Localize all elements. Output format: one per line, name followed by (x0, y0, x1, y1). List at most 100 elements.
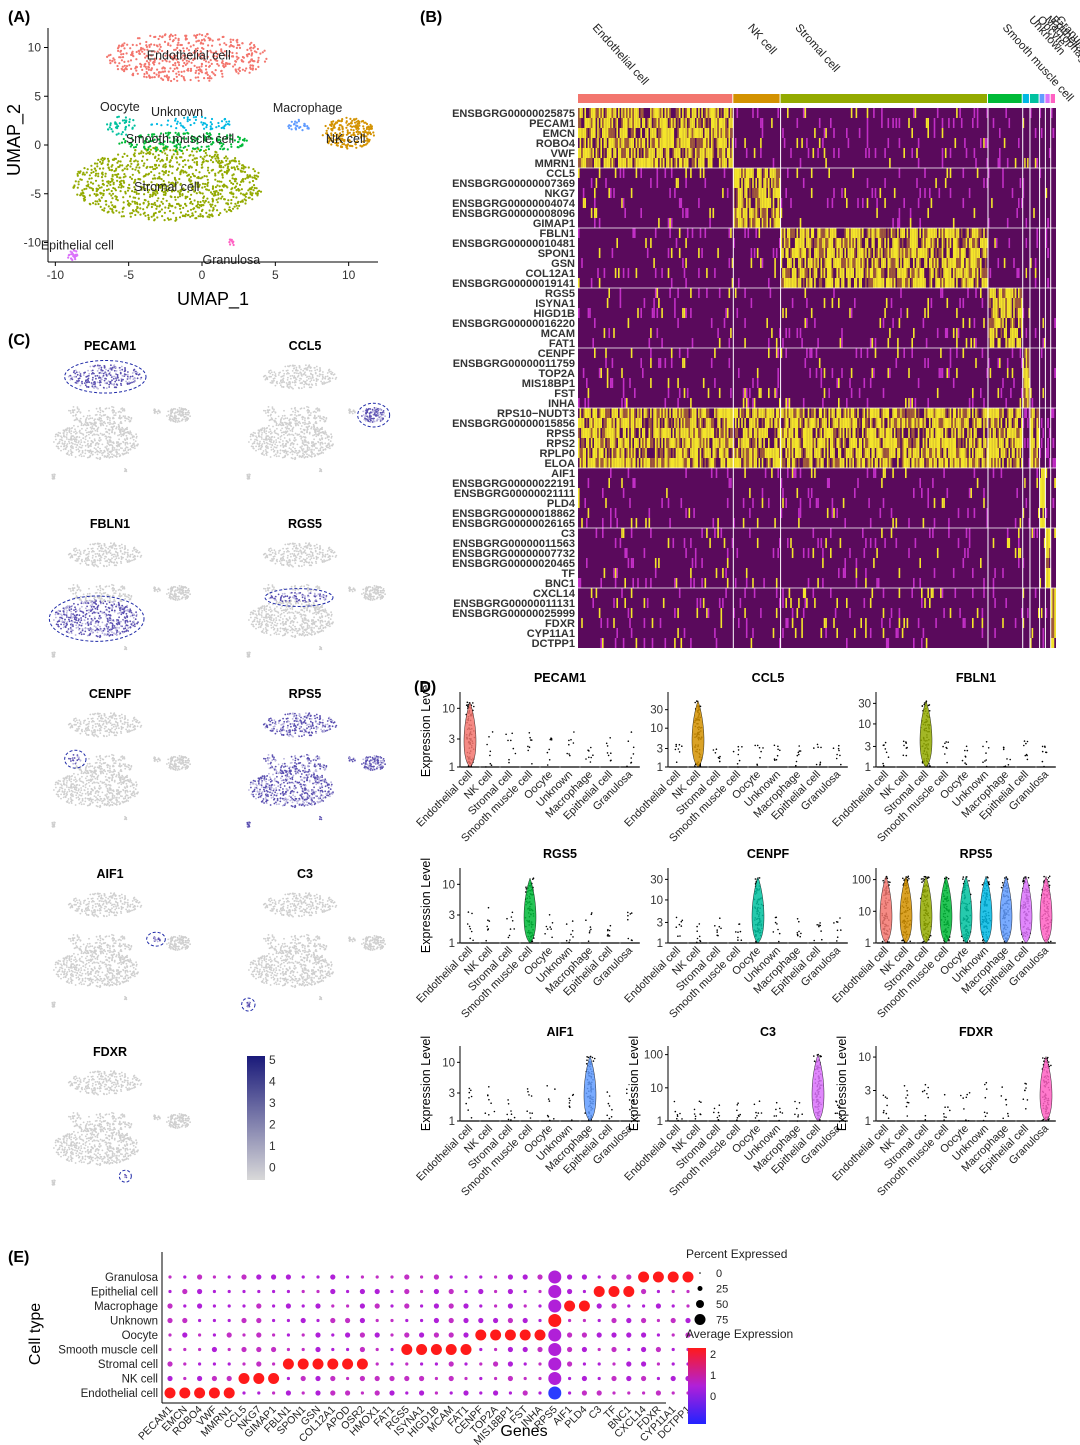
heatmap-cell (1000, 318, 1003, 328)
heatmap-cell (820, 248, 823, 258)
heatmap-cell (833, 258, 835, 268)
heatmap-cell (954, 258, 957, 268)
heatmap-cell (698, 288, 700, 298)
heatmap-cell (704, 438, 707, 448)
heatmap-cell (922, 278, 925, 288)
umap-point (158, 35, 161, 38)
heatmap-cell (595, 418, 598, 428)
heatmap-cell (578, 158, 580, 168)
umap-point (171, 56, 174, 59)
heatmap-cell (610, 148, 612, 158)
heatmap-cell (1052, 128, 1055, 138)
umap-point (165, 75, 168, 78)
umap-point (189, 175, 192, 179)
umap-point (221, 60, 224, 63)
umap-cluster-label: Unknown (151, 105, 203, 119)
umap-point (182, 47, 185, 50)
umap-point (73, 184, 76, 187)
umap-point (206, 197, 209, 200)
heatmap-cell (680, 418, 683, 428)
umap-point (105, 203, 108, 206)
heatmap-cell (661, 408, 663, 418)
heatmap-cell (1014, 428, 1017, 438)
heatmap-cell (924, 248, 926, 258)
heatmap-cell (818, 358, 821, 368)
heatmap-cell (605, 138, 607, 148)
heatmap-cell (742, 438, 745, 448)
heatmap-cell (677, 418, 679, 428)
heatmap-cell (957, 258, 960, 268)
umap-point (151, 76, 154, 79)
umap-point (110, 165, 113, 168)
umap-point (208, 77, 211, 80)
umap-point (176, 46, 179, 50)
heatmap-cell (989, 288, 992, 298)
heatmap-cell (877, 278, 880, 288)
heatmap-cell (584, 428, 586, 438)
heatmap-group-label: NK cell (745, 22, 778, 57)
umap-point (215, 55, 219, 58)
heatmap-cell (691, 408, 694, 418)
heatmap-cell (584, 198, 586, 208)
umap-point (187, 41, 190, 45)
heatmap-cell (1027, 378, 1029, 388)
heatmap-cell (858, 228, 861, 238)
heatmap-cell (981, 248, 984, 258)
umap-point (235, 70, 238, 73)
heatmap-cell (809, 248, 811, 258)
heatmap-cell (658, 418, 660, 428)
heatmap-cell (930, 408, 933, 418)
umap-point (216, 184, 219, 187)
umap-point (367, 125, 370, 128)
heatmap-cell (799, 278, 802, 288)
heatmap-cell (834, 258, 837, 268)
heatmap-cell (788, 398, 791, 408)
heatmap-cell (720, 158, 723, 168)
heatmap-cell (927, 238, 929, 248)
heatmap-cell (866, 128, 869, 138)
heatmap-cell (744, 218, 746, 228)
heatmap-cell (736, 308, 739, 318)
heatmap-cell (973, 238, 976, 248)
heatmap-cell (809, 428, 811, 438)
heatmap-cell (682, 308, 684, 318)
heatmap-cell (850, 248, 853, 258)
umap-point (153, 43, 156, 47)
umap-point (228, 160, 231, 163)
umap-point (202, 158, 205, 161)
umap-point (338, 124, 341, 127)
heatmap-cell (885, 408, 888, 418)
heatmap-cell (868, 278, 870, 288)
heatmap-cell (598, 248, 601, 258)
heatmap-cell (730, 148, 732, 158)
heatmap-cell (801, 138, 803, 148)
heatmap-cell (1008, 118, 1011, 128)
heatmap-cell (869, 378, 872, 388)
heatmap-cell (929, 188, 931, 198)
umap-point (114, 61, 117, 64)
heatmap-cell (723, 168, 726, 178)
umap-point (226, 167, 229, 170)
heatmap-cell (653, 138, 655, 148)
heatmap-cell (768, 188, 770, 198)
heatmap-cell (794, 248, 797, 258)
umap-point (186, 214, 189, 217)
umap-point (174, 37, 177, 40)
umap-point (106, 211, 109, 214)
heatmap-cell (796, 428, 799, 438)
heatmap-cell (582, 438, 585, 448)
heatmap-cell (669, 138, 671, 148)
heatmap-cell (865, 418, 867, 428)
heatmap-cell (661, 138, 663, 148)
heatmap-cell (586, 378, 588, 388)
umap-point (179, 211, 183, 214)
heatmap-cell (626, 148, 628, 158)
heatmap-cell (659, 148, 662, 158)
umap-point (147, 214, 150, 217)
heatmap-cell (600, 138, 602, 148)
heatmap-cell (964, 408, 966, 418)
heatmap-cell (812, 258, 815, 268)
heatmap-cell (943, 278, 945, 288)
heatmap-cell (595, 408, 598, 418)
heatmap-cell (1041, 348, 1043, 358)
